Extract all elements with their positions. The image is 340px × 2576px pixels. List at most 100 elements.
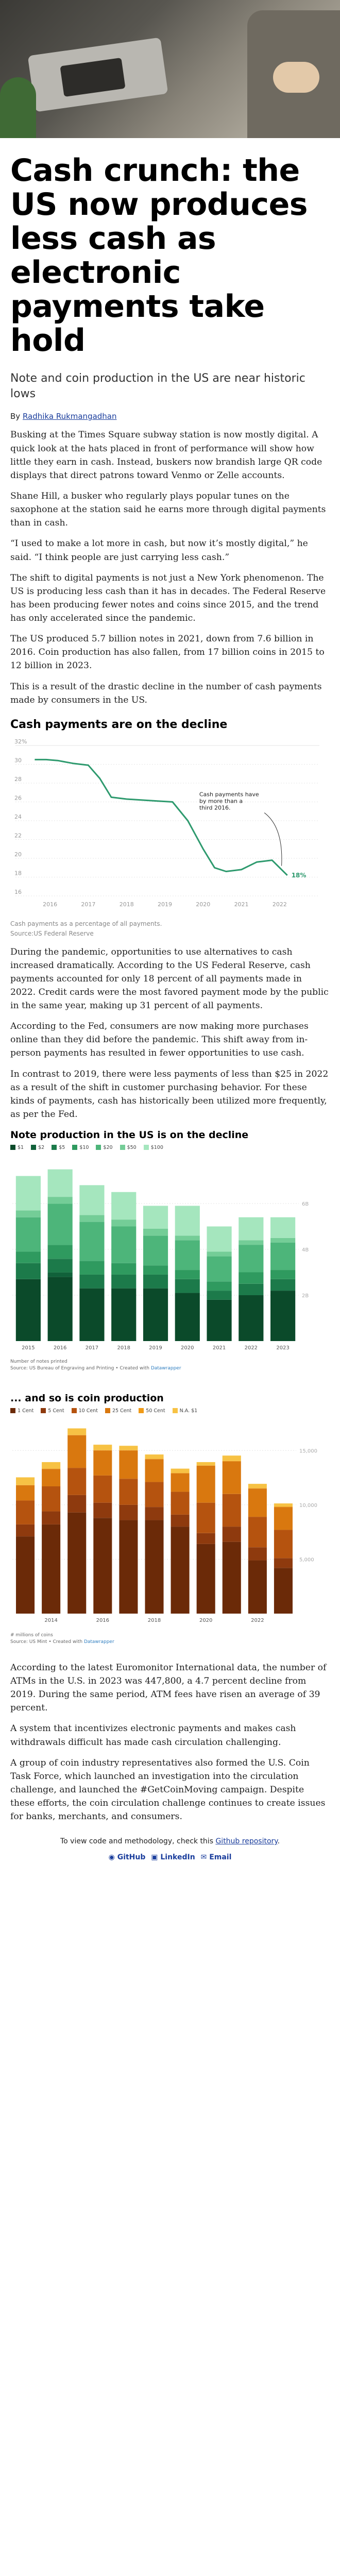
x-tick-label: 2020	[199, 1618, 212, 1623]
paragraph: Shane Hill, a busker who regularly plays…	[10, 490, 326, 529]
headline: Cash crunch: the US now produces less ca…	[10, 152, 308, 359]
datawrapper-link[interactable]: Datawrapper	[83, 1639, 114, 1645]
bar-segment	[67, 1435, 87, 1468]
chart3-title: ... and so is coin production	[10, 1393, 164, 1404]
bar-segment	[274, 1506, 293, 1530]
paragraph: The US produced 5.7 billion notes in 202…	[10, 634, 325, 671]
stacked-bar-chart-svg: 6B 4B 2B 2015 2016 2017 2018 2019 2020 2021 2022 20…	[12, 1169, 309, 1351]
legend-label: $10	[79, 1144, 89, 1150]
legend-swatch	[10, 1408, 15, 1414]
bar-segment	[111, 1274, 137, 1289]
chart3-legend: 1 Cent 5 Cent 10 Cent 25 Cent 50 Cent N.A. $1	[10, 1408, 330, 1414]
bar-segment	[15, 1279, 41, 1341]
chart3-source: # millions of coins Source: US Mint • Cr…	[10, 1632, 330, 1646]
bar-segment	[248, 1488, 267, 1517]
footer-text: To view code and methodology, check this	[60, 1837, 213, 1846]
legend-swatch	[10, 1145, 15, 1150]
bar-segment	[15, 1217, 41, 1252]
chart1-source: Source:US Federal Reserve	[10, 929, 94, 937]
bar-segment	[274, 1558, 293, 1568]
chart2-source-line: Number of notes printed	[10, 1359, 67, 1364]
bar-segment	[175, 1269, 200, 1279]
bar-segment	[16, 1477, 35, 1485]
legend-item: $10	[72, 1145, 89, 1150]
bar-segment	[67, 1512, 87, 1614]
bar-segment	[143, 1274, 168, 1289]
github-link[interactable]: ◉ GitHub	[109, 1853, 148, 1861]
cash-share-line	[35, 758, 288, 876]
note-production-chart: Note production in the US is on the decl…	[10, 1129, 330, 1372]
annotation-text: third 2016.	[199, 804, 231, 811]
bar-segment	[15, 1210, 41, 1217]
hero-hand-shape	[273, 62, 319, 93]
paragraph: Busking at the Times Square subway stati…	[10, 430, 322, 481]
email-link[interactable]: ✉ Email	[201, 1853, 232, 1861]
hero-image	[0, 0, 340, 138]
bar-segment	[171, 1492, 190, 1515]
x-tick-label: 2018	[120, 901, 134, 908]
bar-segment	[239, 1240, 264, 1245]
bar-segment	[171, 1514, 190, 1527]
paragraph: “I used to make a lot more in cash, but …	[10, 538, 308, 563]
bar-segment	[239, 1283, 264, 1295]
bar-segment	[42, 1469, 61, 1486]
bar-segment	[15, 1263, 41, 1279]
x-tick-label: 2022	[273, 901, 287, 908]
bar-segment	[67, 1467, 87, 1495]
y-tick-label: 18	[14, 870, 22, 876]
email-icon: ✉	[200, 1853, 207, 1862]
bar-segment	[79, 1215, 105, 1222]
legend-label: $1	[18, 1144, 24, 1150]
legend-item: 10 Cent	[71, 1408, 98, 1414]
bar-segment	[111, 1192, 137, 1220]
bar-segment	[67, 1428, 87, 1435]
bar-segment	[196, 1502, 215, 1533]
legend-label: $2	[38, 1144, 45, 1150]
bar-segment	[143, 1235, 168, 1266]
bar-segment	[42, 1468, 61, 1469]
y-tick-label: 30	[14, 757, 22, 764]
bar-segment	[111, 1288, 137, 1341]
bar-segment	[47, 1277, 73, 1341]
legend-item: $1	[10, 1145, 24, 1150]
x-tick-label: 2016	[96, 1618, 109, 1623]
bar-segment	[119, 1520, 138, 1614]
chart3-source-line: # millions of coins	[10, 1632, 53, 1638]
author-link[interactable]: Radhika Rukmangadhan	[22, 412, 117, 421]
bar-segment	[79, 1288, 105, 1341]
legend-swatch	[71, 1408, 77, 1414]
bar-segment	[207, 1256, 232, 1282]
subheadline: Note and coin production in the US are n…	[10, 372, 305, 400]
bar-segment	[111, 1226, 137, 1263]
bar-segment	[196, 1462, 215, 1466]
bar-segment	[222, 1461, 241, 1494]
chart2-source: Number of notes printed Source: US Burea…	[10, 1359, 330, 1372]
bar-segment	[111, 1219, 137, 1227]
linkedin-link[interactable]: ▣ LinkedIn	[151, 1853, 197, 1861]
bar-segment	[207, 1299, 232, 1341]
x-tick-label: 2016	[54, 1345, 66, 1351]
y-tick-label: 6B	[302, 1201, 309, 1207]
bar-segment	[93, 1518, 112, 1614]
github-icon: ◉	[108, 1853, 115, 1862]
bar-segment	[93, 1502, 112, 1518]
bar-segment	[248, 1483, 267, 1488]
y-tick-label: 4B	[302, 1247, 309, 1253]
y-tick-label: 24	[14, 814, 22, 820]
bar-segment	[47, 1245, 73, 1259]
bar-segment	[79, 1261, 105, 1275]
bar-segment	[274, 1568, 293, 1614]
github-repository-link[interactable]: Github repository	[215, 1837, 278, 1846]
y-tick-label: 28	[14, 776, 22, 783]
datawrapper-link[interactable]: Datawrapper	[150, 1365, 181, 1371]
cash-payments-line-chart: 32% 30 28 26 24 22 20 18 16 2016 2017 2018 2019 2020 2…	[10, 731, 330, 938]
bar-segment	[207, 1226, 232, 1252]
bar-segment	[207, 1291, 232, 1300]
bar-segment	[171, 1473, 190, 1492]
bar-segment	[93, 1475, 112, 1503]
legend-label: 10 Cent	[78, 1408, 98, 1414]
legend-item: $2	[31, 1145, 44, 1150]
article-body: Cash crunch: the US now produces less ca…	[0, 154, 340, 1882]
bar-segment	[248, 1516, 267, 1548]
